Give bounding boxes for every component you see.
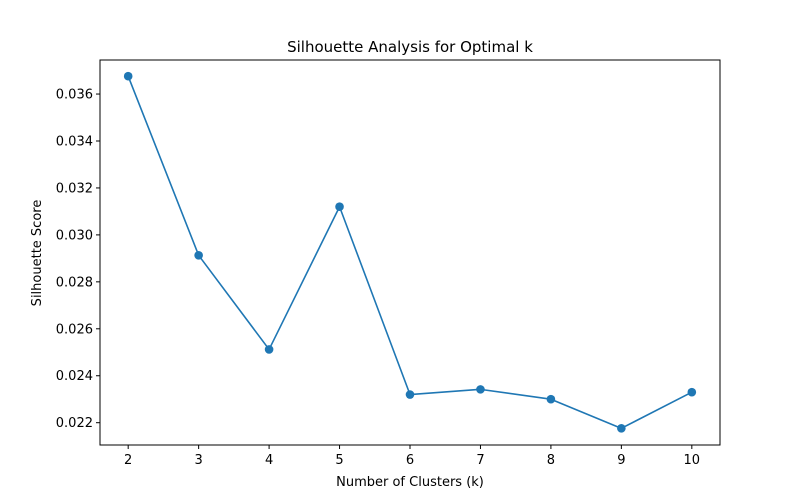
y-tick-label: 0.026	[56, 322, 93, 337]
data-point	[123, 71, 133, 81]
x-tick-label: 9	[617, 453, 625, 468]
data-point	[264, 345, 274, 354]
y-axis-label: Silhouette Score	[30, 200, 45, 307]
y-tick-label: 0.036	[56, 88, 93, 103]
chart-title: Silhouette Analysis for Optimal k	[287, 38, 533, 56]
y-tick-label: 0.032	[56, 181, 93, 196]
x-tick-label: 7	[476, 453, 484, 468]
data-point	[687, 387, 697, 397]
x-tick-label: 3	[194, 453, 202, 468]
x-axis-label: Number of Clusters (k)	[336, 475, 484, 490]
data-point	[617, 424, 626, 433]
x-tick-label: 6	[406, 453, 414, 468]
axes-frame	[99, 59, 721, 446]
y-tick-label: 0.028	[56, 275, 93, 290]
y-tick-label: 0.024	[56, 369, 93, 384]
y-tick-label: 0.022	[56, 416, 93, 431]
x-tick-label: 5	[335, 453, 343, 468]
x-tick-label: 10	[684, 453, 701, 468]
plot-area: 2 3 4 5 6 7 8 9 10 0.022 0.024 0.026 0.028 0.030 0.032…	[56, 59, 721, 468]
data-point	[194, 251, 203, 260]
y-tick-label: 0.034	[56, 134, 93, 149]
x-tick-label: 8	[547, 453, 555, 468]
data-point	[335, 202, 344, 212]
x-tick-label: 2	[124, 453, 132, 468]
data-point	[476, 385, 485, 394]
x-tick-label: 4	[265, 453, 273, 468]
data-point	[405, 390, 415, 399]
y-tick-label: 0.030	[56, 228, 93, 243]
data-point	[546, 394, 556, 404]
